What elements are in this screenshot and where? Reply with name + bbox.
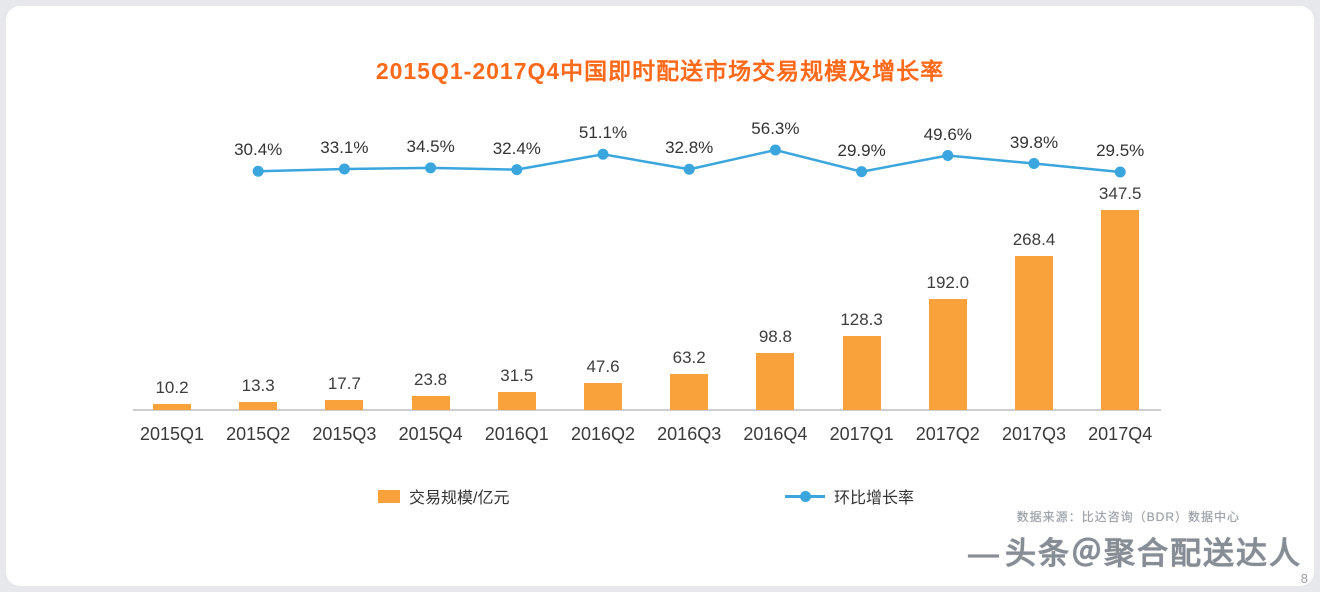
- growth-rate-label: 29.9%: [837, 140, 886, 160]
- growth-rate-label: 49.6%: [923, 124, 972, 144]
- watermark-logo-mark: —: [968, 536, 1001, 571]
- category-label: 2015Q4: [398, 424, 463, 444]
- bar-value-label: 347.5: [1098, 184, 1142, 203]
- category-label: 2017Q1: [829, 424, 894, 444]
- bar-2016Q1: [497, 391, 536, 410]
- line-point: [1028, 158, 1040, 170]
- growth-rate-label: 29.5%: [1096, 141, 1145, 160]
- category-label: 2015Q3: [312, 424, 377, 444]
- chart-title: 2015Q1-2017Q4中国即时配送市场交易规模及增长率: [375, 58, 945, 84]
- line-legend-dot: [800, 490, 811, 502]
- bar-value-label: 47.6: [586, 356, 620, 376]
- bar-legend-label: 交易规模/亿元: [409, 490, 510, 507]
- bar-2017Q3: [1015, 255, 1053, 410]
- line-point: [338, 163, 350, 175]
- line-point: [856, 166, 868, 178]
- bar-2015Q4: [411, 396, 450, 410]
- line-point: [942, 150, 954, 161]
- bar-2017Q2: [928, 299, 967, 410]
- bar-value-label: 31.5: [500, 365, 534, 385]
- line-point: [683, 163, 695, 175]
- bar-value-label: 98.8: [758, 327, 792, 347]
- line-legend-label: 环比增长率: [834, 490, 915, 507]
- category-label: 2015Q1: [139, 424, 205, 444]
- bar-value-label: 13.3: [241, 376, 275, 396]
- line-point: [252, 165, 264, 177]
- bar-2016Q2: [584, 382, 622, 410]
- legend-item-line: 环比增长率: [785, 484, 914, 508]
- bar-value-label: 268.4: [1012, 229, 1056, 249]
- page-number: 8: [1300, 571, 1308, 586]
- growth-rate-label: 39.8%: [1009, 132, 1059, 152]
- line-point: [597, 148, 609, 160]
- bar-2017Q1: [842, 336, 881, 410]
- bar-legend-swatch: [378, 489, 400, 503]
- bar-value-label: 128.3: [840, 310, 883, 330]
- bar-2017Q4: [1101, 210, 1140, 410]
- growth-rate-label: 34.5%: [406, 136, 455, 156]
- bar-2015Q3: [325, 399, 364, 410]
- bar-value-label: 17.7: [327, 373, 361, 393]
- category-label: 2016Q4: [743, 424, 808, 444]
- line-point: [769, 144, 781, 156]
- growth-rate-label: 33.1%: [320, 138, 369, 158]
- bar-value-label: 192.0: [926, 273, 970, 293]
- bar-2015Q1: [153, 404, 191, 410]
- line-point: [1114, 166, 1126, 178]
- bar-value-label: 63.2: [672, 347, 706, 367]
- watermark-text: 头条＠聚合配送达人: [1005, 536, 1302, 571]
- category-label: 2017Q4: [1088, 424, 1153, 444]
- growth-rate-label: 32.4%: [492, 138, 541, 158]
- category-label: 2016Q2: [570, 424, 636, 444]
- growth-rate-label: 30.4%: [234, 140, 283, 160]
- x-axis-line: [133, 409, 1161, 411]
- watermark: — 头条＠聚合配送达人: [968, 528, 1302, 573]
- bar-value-label: 23.8: [414, 370, 448, 390]
- line-legend-swatch: [785, 490, 825, 503]
- category-label: 2015Q2: [226, 424, 291, 444]
- category-label: 2017Q2: [915, 424, 980, 444]
- category-label: 2016Q1: [484, 424, 549, 444]
- line-point: [425, 162, 437, 174]
- growth-rate-label: 32.8%: [665, 138, 714, 158]
- bar-2016Q3: [670, 373, 709, 410]
- category-label: 2016Q3: [657, 424, 722, 444]
- growth-rate-label: 51.1%: [578, 123, 628, 143]
- line-point: [511, 164, 523, 176]
- growth-rate-label: 56.3%: [751, 119, 800, 138]
- bar-2015Q2: [239, 402, 278, 410]
- data-source-note: 数据来源：比达咨询（BDR）数据中心: [1016, 510, 1240, 524]
- legend-item-bars: 交易规模/亿元: [378, 484, 509, 508]
- bar-value-label: 10.2: [155, 378, 189, 398]
- chart-card: [6, 6, 1314, 586]
- bar-2016Q4: [756, 353, 795, 410]
- category-label: 2017Q3: [1001, 424, 1067, 444]
